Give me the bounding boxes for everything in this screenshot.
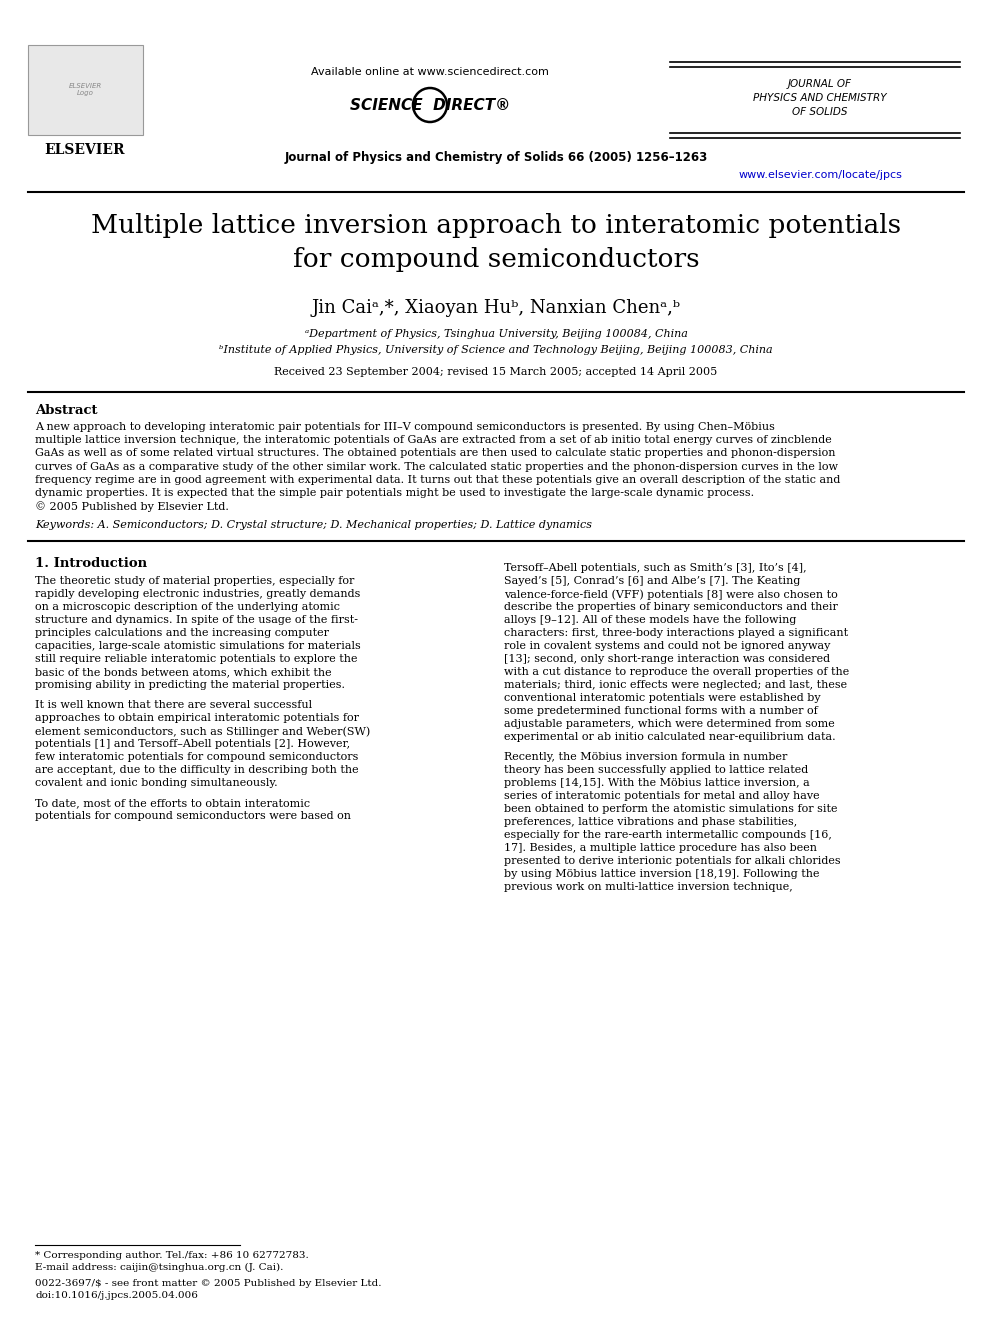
Text: by using Möbius lattice inversion [18,19]. Following the: by using Möbius lattice inversion [18,19…	[504, 869, 819, 880]
Text: still require reliable interatomic potentials to explore the: still require reliable interatomic poten…	[35, 655, 357, 664]
Text: E-mail address: caijin@tsinghua.org.cn (J. Cai).: E-mail address: caijin@tsinghua.org.cn (…	[35, 1262, 284, 1271]
Text: alloys [9–12]. All of these models have the following: alloys [9–12]. All of these models have …	[504, 615, 797, 626]
Text: on a microscopic description of the underlying atomic: on a microscopic description of the unde…	[35, 602, 340, 613]
Text: role in covalent systems and could not be ignored anyway: role in covalent systems and could not b…	[504, 642, 830, 651]
Text: element semiconductors, such as Stillinger and Weber(SW): element semiconductors, such as Stilling…	[35, 726, 370, 737]
Text: ELSEVIER: ELSEVIER	[45, 143, 125, 157]
Text: especially for the rare-earth intermetallic compounds [16,: especially for the rare-earth intermetal…	[504, 831, 832, 840]
Text: dynamic properties. It is expected that the simple pair potentials might be used: dynamic properties. It is expected that …	[35, 488, 754, 497]
Text: problems [14,15]. With the Möbius lattice inversion, a: problems [14,15]. With the Möbius lattic…	[504, 778, 809, 789]
Text: Sayed’s [5], Conrad’s [6] and Albe’s [7]. The Keating: Sayed’s [5], Conrad’s [6] and Albe’s [7]…	[504, 577, 801, 586]
Text: It is well known that there are several successful: It is well known that there are several …	[35, 700, 312, 710]
Text: To date, most of the efforts to obtain interatomic: To date, most of the efforts to obtain i…	[35, 798, 310, 808]
Text: describe the properties of binary semiconductors and their: describe the properties of binary semico…	[504, 602, 838, 613]
Text: been obtained to perform the atomistic simulations for site: been obtained to perform the atomistic s…	[504, 804, 837, 815]
Text: Journal of Physics and Chemistry of Solids 66 (2005) 1256–1263: Journal of Physics and Chemistry of Soli…	[285, 151, 707, 164]
Text: SCIENCE  DIRECT®: SCIENCE DIRECT®	[350, 98, 510, 112]
Text: The theoretic study of material properties, especially for: The theoretic study of material properti…	[35, 577, 354, 586]
Text: [13]; second, only short-range interaction was considered: [13]; second, only short-range interacti…	[504, 655, 830, 664]
Text: 1. Introduction: 1. Introduction	[35, 557, 147, 570]
Text: curves of GaAs as a comparative study of the other similar work. The calculated : curves of GaAs as a comparative study of…	[35, 462, 838, 471]
Text: adjustable parameters, which were determined from some: adjustable parameters, which were determ…	[504, 720, 834, 729]
Text: principles calculations and the increasing computer: principles calculations and the increasi…	[35, 628, 329, 639]
Text: Multiple lattice inversion approach to interatomic potentials
for compound semic: Multiple lattice inversion approach to i…	[91, 213, 901, 271]
Text: Keywords: A. Semiconductors; D. Crystal structure; D. Mechanical properties; D. : Keywords: A. Semiconductors; D. Crystal …	[35, 520, 592, 531]
Text: approaches to obtain empirical interatomic potentials for: approaches to obtain empirical interatom…	[35, 713, 359, 724]
Text: preferences, lattice vibrations and phase stabilities,: preferences, lattice vibrations and phas…	[504, 818, 798, 827]
Text: experimental or ab initio calculated near-equilibrium data.: experimental or ab initio calculated nea…	[504, 733, 835, 742]
Text: Available online at www.sciencedirect.com: Available online at www.sciencedirect.co…	[311, 67, 549, 77]
Text: Recently, the Möbius inversion formula in number: Recently, the Möbius inversion formula i…	[504, 753, 788, 762]
Text: basic of the bonds between atoms, which exhibit the: basic of the bonds between atoms, which …	[35, 667, 331, 677]
Text: www.elsevier.com/locate/jpcs: www.elsevier.com/locate/jpcs	[738, 169, 902, 180]
Text: 17]. Besides, a multiple lattice procedure has also been: 17]. Besides, a multiple lattice procedu…	[504, 843, 817, 853]
Text: Received 23 September 2004; revised 15 March 2005; accepted 14 April 2005: Received 23 September 2004; revised 15 M…	[275, 366, 717, 377]
Text: theory has been successfully applied to lattice related: theory has been successfully applied to …	[504, 766, 808, 775]
Text: rapidly developing electronic industries, greatly demands: rapidly developing electronic industries…	[35, 590, 360, 599]
Text: previous work on multi-lattice inversion technique,: previous work on multi-lattice inversion…	[504, 882, 793, 893]
Text: ᵇInstitute of Applied Physics, University of Science and Technology Beijing, Bei: ᵇInstitute of Applied Physics, Universit…	[219, 345, 773, 355]
Text: GaAs as well as of some related virtual structures. The obtained potentials are : GaAs as well as of some related virtual …	[35, 448, 835, 458]
Text: A new approach to developing interatomic pair potentials for III–V compound semi: A new approach to developing interatomic…	[35, 422, 775, 433]
Text: JOURNAL OF
PHYSICS AND CHEMISTRY
OF SOLIDS: JOURNAL OF PHYSICS AND CHEMISTRY OF SOLI…	[753, 79, 887, 116]
Text: frequency regime are in good agreement with experimental data. It turns out that: frequency regime are in good agreement w…	[35, 475, 840, 484]
Text: potentials for compound semiconductors were based on: potentials for compound semiconductors w…	[35, 811, 351, 822]
Text: characters: first, three-body interactions played a significant: characters: first, three-body interactio…	[504, 628, 848, 639]
Text: few interatomic potentials for compound semiconductors: few interatomic potentials for compound …	[35, 753, 358, 762]
Text: are acceptant, due to the difficulty in describing both the: are acceptant, due to the difficulty in …	[35, 766, 359, 775]
FancyBboxPatch shape	[28, 45, 143, 135]
Text: some predetermined functional forms with a number of: some predetermined functional forms with…	[504, 706, 817, 716]
Text: ᵃDepartment of Physics, Tsinghua University, Beijing 100084, China: ᵃDepartment of Physics, Tsinghua Univers…	[305, 329, 687, 339]
Text: multiple lattice inversion technique, the interatomic potentials of GaAs are ext: multiple lattice inversion technique, th…	[35, 435, 831, 446]
Text: potentials [1] and Tersoff–Abell potentials [2]. However,: potentials [1] and Tersoff–Abell potenti…	[35, 740, 350, 749]
Text: materials; third, ionic effects were neglected; and last, these: materials; third, ionic effects were neg…	[504, 680, 847, 691]
Text: covalent and ionic bonding simultaneously.: covalent and ionic bonding simultaneousl…	[35, 778, 278, 789]
Text: Jin Caiᵃ,*, Xiaoyan Huᵇ, Nanxian Chenᵃ,ᵇ: Jin Caiᵃ,*, Xiaoyan Huᵇ, Nanxian Chenᵃ,ᵇ	[311, 299, 681, 318]
Text: doi:10.1016/j.jpcs.2005.04.006: doi:10.1016/j.jpcs.2005.04.006	[35, 1290, 197, 1299]
Text: * Corresponding author. Tel./fax: +86 10 62772783.: * Corresponding author. Tel./fax: +86 10…	[35, 1250, 309, 1259]
Text: ELSEVIER
Logo: ELSEVIER Logo	[68, 83, 101, 97]
Text: structure and dynamics. In spite of the usage of the first-: structure and dynamics. In spite of the …	[35, 615, 358, 626]
Text: © 2005 Published by Elsevier Ltd.: © 2005 Published by Elsevier Ltd.	[35, 501, 229, 512]
Text: conventional interatomic potentials were established by: conventional interatomic potentials were…	[504, 693, 820, 704]
Text: Tersoff–Abell potentials, such as Smith’s [3], Ito’s [4],: Tersoff–Abell potentials, such as Smith’…	[504, 564, 806, 573]
Text: promising ability in predicting the material properties.: promising ability in predicting the mate…	[35, 680, 345, 691]
Text: presented to derive interionic potentials for alkali chlorides: presented to derive interionic potential…	[504, 856, 840, 867]
Text: Abstract: Abstract	[35, 404, 97, 417]
Text: with a cut distance to reproduce the overall properties of the: with a cut distance to reproduce the ove…	[504, 667, 849, 677]
Text: 0022-3697/$ - see front matter © 2005 Published by Elsevier Ltd.: 0022-3697/$ - see front matter © 2005 Pu…	[35, 1278, 382, 1287]
Text: valence-force-field (VFF) potentials [8] were also chosen to: valence-force-field (VFF) potentials [8]…	[504, 589, 838, 599]
Text: capacities, large-scale atomistic simulations for materials: capacities, large-scale atomistic simula…	[35, 642, 361, 651]
Text: series of interatomic potentials for metal and alloy have: series of interatomic potentials for met…	[504, 791, 819, 802]
